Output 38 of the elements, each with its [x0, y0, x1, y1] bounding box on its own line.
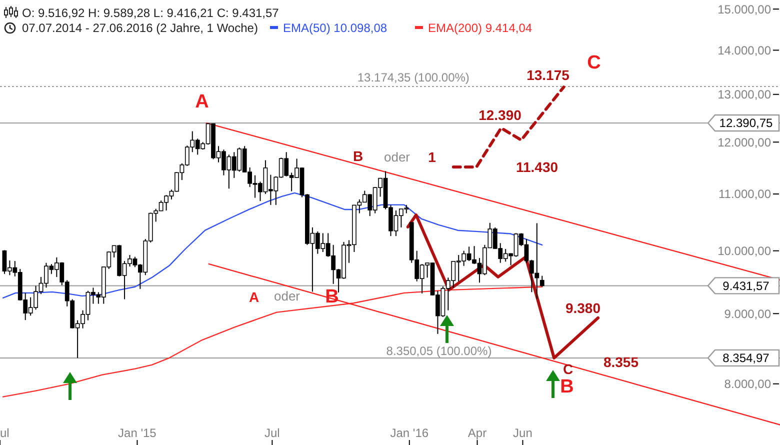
- annotation: 8.355: [603, 354, 639, 370]
- x-tick-label: Jul: [264, 426, 280, 440]
- text: O: 9.516,92 H: 9.589,28 L: 9.416,21 C: 9.431,57: [22, 6, 280, 20]
- legend-label: EMA(50) 10.098,08: [283, 21, 388, 35]
- annotation: C: [587, 52, 602, 74]
- y-tick-label: 13.000,00: [718, 88, 772, 102]
- ref-line-label: 13.174,35 (100.00%): [357, 70, 470, 84]
- x-tick-label: Apr: [468, 426, 487, 440]
- y-tick-label: 15.000,00: [718, 2, 772, 16]
- x-tick-label: Jun: [513, 426, 532, 440]
- x-tick-label: Jan '15: [118, 426, 157, 440]
- annotation: 1: [428, 148, 436, 165]
- annotation: oder: [274, 288, 301, 304]
- y-tick-label: 12.000,00: [718, 135, 772, 150]
- annotation: A: [248, 288, 260, 305]
- legend-label: EMA(200) 9.414,04: [428, 21, 532, 35]
- y-tick-label: 14.000,00: [718, 43, 772, 58]
- candlestick: [540, 275, 544, 288]
- ref-line-label: 9.431,57: [722, 278, 770, 293]
- x-tick-label: Jan '16: [390, 426, 429, 440]
- annotation: A: [195, 92, 210, 113]
- annotation: 11.430: [516, 158, 558, 175]
- y-tick-label: 11.000,00: [718, 187, 772, 202]
- y-tick-label: 8.000,00: [724, 377, 772, 392]
- ref-line-label: 8.354,97: [722, 351, 770, 366]
- annotation: C: [562, 360, 574, 377]
- annotation: 12.390: [478, 106, 522, 123]
- annotation: 9.380: [565, 300, 601, 316]
- x-tick-label: ul: [0, 426, 10, 440]
- annotation: B: [352, 148, 364, 164]
- annotation: 13.175: [526, 66, 570, 83]
- annotation: 8.350,05 (100.00%): [386, 344, 492, 358]
- annotation: B: [560, 376, 574, 398]
- annotation: oder: [384, 150, 411, 165]
- ref-line-label: 12.390,75: [719, 116, 774, 130]
- y-tick-label: 9.000,00: [724, 306, 772, 321]
- y-tick-label: 10.000,00: [718, 244, 772, 258]
- text: 07.07.2014 - 27.06.2016 (2 Jahre, 1 Woche): [22, 21, 258, 35]
